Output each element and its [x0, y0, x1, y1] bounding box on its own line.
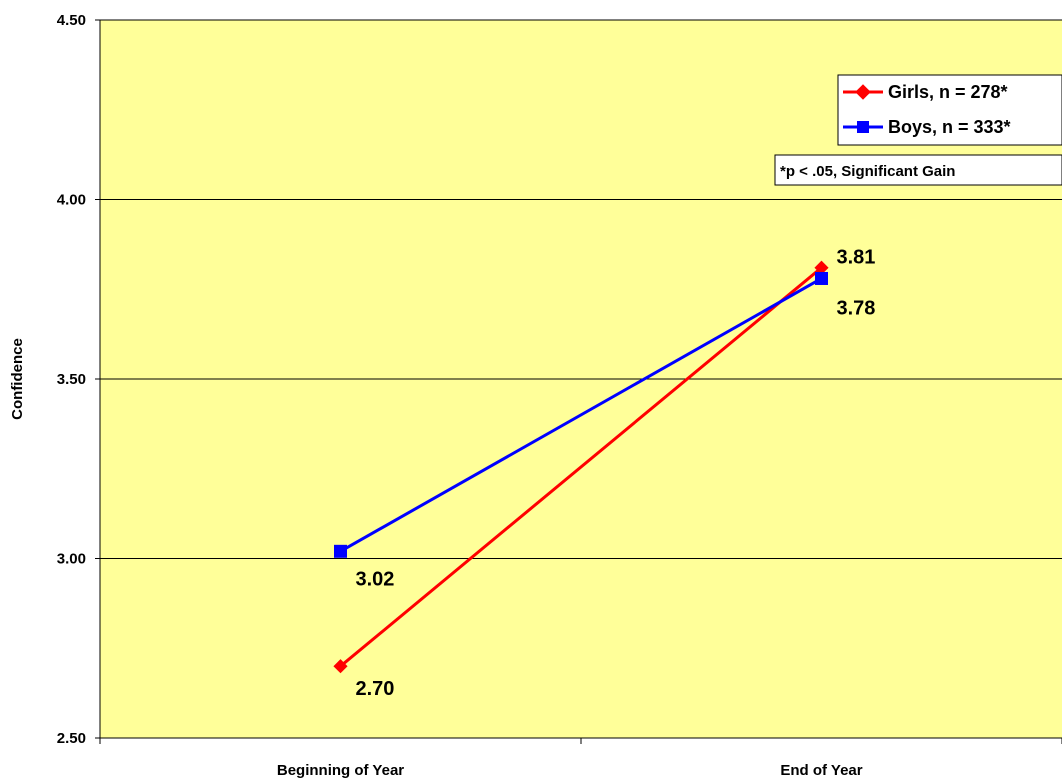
series-girls: 2.70 3.81 — [333, 247, 875, 700]
series-line — [339, 277, 823, 553]
x-tick-label: Beginning of Year — [277, 762, 404, 779]
data-label: 3.78 — [837, 297, 876, 319]
annotation: *p < .05, Significant Gain — [774, 154, 1062, 186]
annotation-box — [774, 154, 1062, 186]
legend-item-boys: Boys, n = 333* — [843, 117, 1011, 137]
y-tick-label: 4.50 — [57, 12, 86, 29]
legend-boys-marker — [857, 121, 869, 133]
data-label: 2.70 — [356, 678, 395, 700]
series-line — [339, 266, 823, 668]
data-point — [815, 271, 828, 285]
y-tick-label: 3.00 — [57, 551, 86, 568]
data-label: 3.81 — [837, 247, 876, 269]
data-point — [333, 659, 348, 674]
legend-girls-label: Girls, n = 278* — [888, 82, 1008, 102]
x-tick-label: End of Year — [780, 762, 862, 779]
data-point — [814, 260, 829, 275]
annotation-text: *p < .05, Significant Gain — [780, 163, 955, 180]
series-boys: 3.02 3.78 — [334, 271, 876, 590]
y-tick-label: 4.00 — [57, 192, 86, 209]
data-point — [334, 544, 347, 558]
y-axis-label: Confidence — [9, 338, 26, 420]
legend-boys-label: Boys, n = 333* — [888, 117, 1011, 137]
data-label: 3.02 — [356, 568, 395, 590]
y-tick-label: 2.50 — [57, 730, 86, 747]
y-tick-label: 3.50 — [57, 371, 86, 388]
legend: Girls, n = 278* Boys, n = 333* — [837, 74, 1062, 146]
legend-box — [837, 74, 1062, 146]
